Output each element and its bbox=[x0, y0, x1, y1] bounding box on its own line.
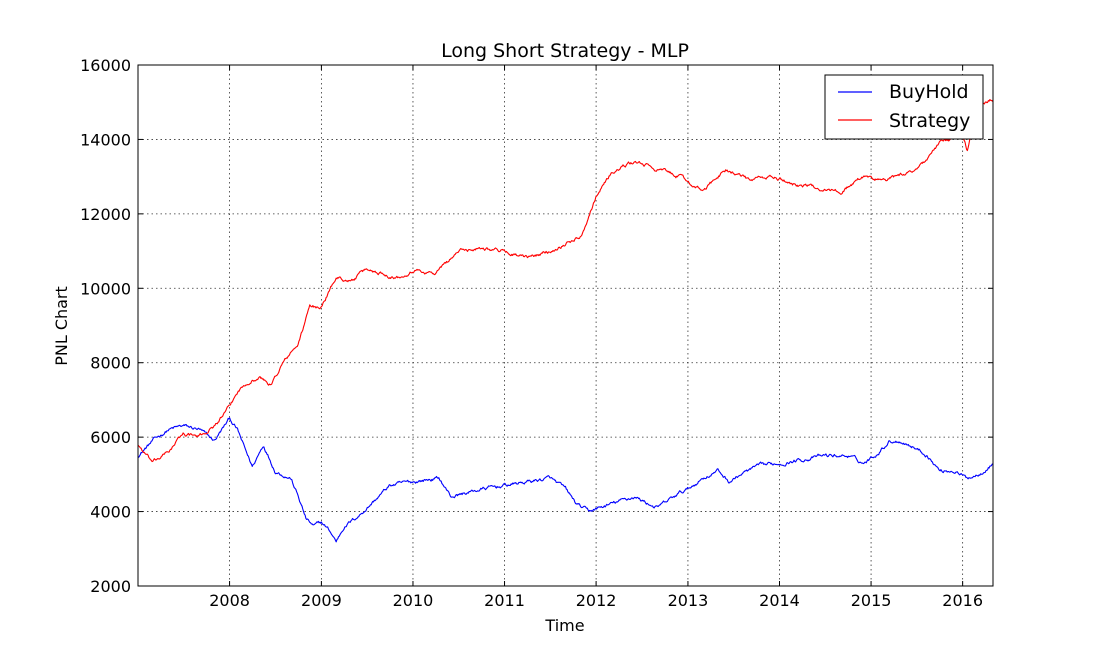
y-tick-label: 4000 bbox=[90, 503, 131, 522]
x-axis-title: Time bbox=[544, 616, 584, 635]
x-tick-label: 2008 bbox=[209, 591, 250, 610]
y-tick-label: 10000 bbox=[80, 279, 131, 298]
x-tick-label: 2013 bbox=[668, 591, 709, 610]
x-tick-label: 2010 bbox=[393, 591, 434, 610]
plot-area bbox=[138, 65, 993, 586]
x-tick-label: 2012 bbox=[576, 591, 617, 610]
x-tick-label: 2009 bbox=[301, 591, 342, 610]
legend-label-strategy: Strategy bbox=[889, 110, 970, 132]
series-line-buyhold bbox=[137, 417, 994, 543]
x-tick-label: 2016 bbox=[942, 591, 983, 610]
y-tick-labels: 2000 4000 6000 8000 10000 12000 14000 16000 bbox=[80, 56, 131, 596]
y-tick-label: 6000 bbox=[90, 428, 131, 447]
y-tick-label: 14000 bbox=[80, 130, 131, 149]
y-tick-label: 2000 bbox=[90, 577, 131, 596]
chart-title: Long Short Strategy - MLP bbox=[441, 40, 689, 62]
y-tick-label: 8000 bbox=[90, 354, 131, 373]
y-axis-title: PNL Chart bbox=[52, 286, 71, 366]
x-tick-label: 2015 bbox=[851, 591, 892, 610]
y-tick-label: 16000 bbox=[80, 56, 131, 75]
series-layer bbox=[137, 98, 994, 543]
series-line-strategy bbox=[137, 98, 994, 463]
plot-frame bbox=[137, 64, 994, 587]
legend-label-buyhold: BuyHold bbox=[889, 81, 969, 103]
legend-box bbox=[824, 74, 984, 140]
x-tick-label: 2014 bbox=[759, 591, 800, 610]
tick-marks bbox=[138, 64, 993, 587]
legend: BuyHold Strategy bbox=[824, 74, 984, 140]
x-tick-label: 2011 bbox=[484, 591, 525, 610]
x-tick-labels: 2008 2009 2010 2011 2012 2013 2014 2015 2016 bbox=[209, 591, 983, 610]
y-tick-label: 12000 bbox=[80, 205, 131, 224]
